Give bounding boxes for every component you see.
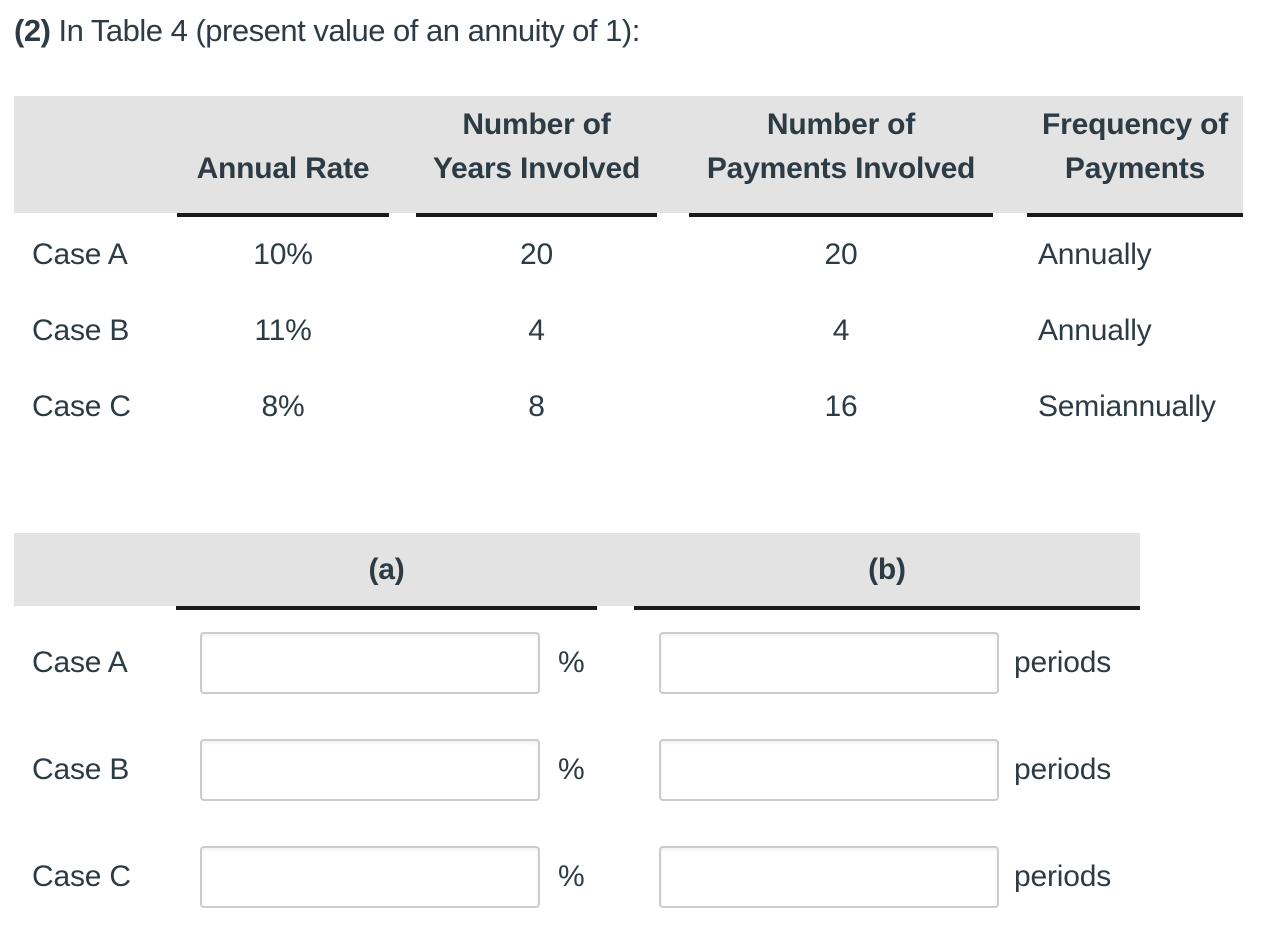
cell-years-involved: 8 (528, 390, 545, 423)
info-table: Annual Rate Number of Years Involved Num… (14, 96, 1243, 445)
answer-cell-b: periods (634, 739, 1140, 801)
column-header-a: (a) (368, 552, 405, 586)
row-label: Case B (32, 753, 130, 786)
answer-cell-a: % (176, 739, 597, 801)
row-label: Case C (32, 860, 131, 893)
answer-input-b-case-a[interactable] (659, 632, 999, 694)
unit-label-periods: periods (1014, 753, 1111, 786)
answer-input-b-case-b[interactable] (659, 739, 999, 801)
cell-payments-involved: 4 (832, 314, 850, 347)
column-underline (416, 213, 657, 217)
question-title-text: In Table 4 (present value of an annuity … (50, 13, 641, 48)
info-table-header-row: Annual Rate Number of Years Involved Num… (14, 96, 1243, 213)
answer-table: (a) (b) Case A % periods Case B (14, 533, 1140, 908)
answer-cell-a: % (176, 632, 597, 694)
unit-label-periods: periods (1014, 860, 1111, 893)
answer-row-case-c: Case C % periods (14, 846, 1140, 908)
column-header-payments-involved: Number of Payments Involved (706, 108, 976, 185)
answer-input-a-case-c[interactable] (200, 846, 540, 908)
cell-annual-rate: 10% (253, 238, 313, 271)
unit-label-percent: % (558, 646, 585, 679)
cell-years-involved: 4 (528, 314, 545, 347)
question-number: (2) (14, 13, 51, 48)
cell-frequency: Annually (1038, 238, 1152, 271)
answer-cell-b: periods (634, 632, 1140, 694)
unit-label-periods: periods (1014, 646, 1111, 679)
answer-cell-a: % (176, 846, 597, 908)
column-underline (634, 606, 1140, 610)
cell-frequency: Semiannually (1038, 390, 1216, 423)
cell-annual-rate: 11% (254, 314, 312, 347)
table-row-case-c: Case C 8% 8 16 Semiannually (14, 369, 1243, 445)
row-label: Case A (32, 238, 128, 271)
cell-payments-involved: 20 (824, 238, 858, 271)
header-underline-row (14, 213, 1243, 217)
column-underline (689, 213, 993, 217)
unit-label-percent: % (558, 860, 585, 893)
header-underline-row (14, 606, 1140, 610)
row-label: Case C (32, 390, 131, 423)
row-label: Case A (32, 646, 128, 679)
answer-table-header-row: (a) (b) (14, 533, 1140, 606)
answer-input-b-case-c[interactable] (659, 846, 999, 908)
cell-frequency: Annually (1038, 314, 1152, 347)
column-header-years-involved: Number of Years Involved (432, 108, 641, 185)
column-header-annual-rate: Annual Rate (196, 152, 370, 185)
column-header-frequency: Frequency of Payments (1042, 108, 1228, 185)
answer-cell-b: periods (634, 846, 1140, 908)
column-underline (176, 606, 597, 610)
question-title: (2) In Table 4 (present value of an annu… (14, 13, 1264, 49)
cell-annual-rate: 8% (261, 390, 305, 423)
unit-label-percent: % (558, 753, 585, 786)
row-label: Case B (32, 314, 130, 347)
answer-row-case-b: Case B % periods (14, 739, 1140, 801)
cell-years-involved: 20 (520, 238, 553, 271)
answer-row-case-a: Case A % periods (14, 632, 1140, 694)
table-row-case-b: Case B 11% 4 4 Annually (14, 293, 1243, 369)
answer-input-a-case-b[interactable] (200, 739, 540, 801)
cell-payments-involved: 16 (824, 390, 858, 423)
column-underline (1027, 213, 1243, 217)
table-row-case-a: Case A 10% 20 20 Annually (14, 217, 1243, 293)
answer-input-a-case-a[interactable] (200, 632, 540, 694)
column-underline (177, 213, 389, 217)
column-header-b: (b) (868, 552, 906, 586)
